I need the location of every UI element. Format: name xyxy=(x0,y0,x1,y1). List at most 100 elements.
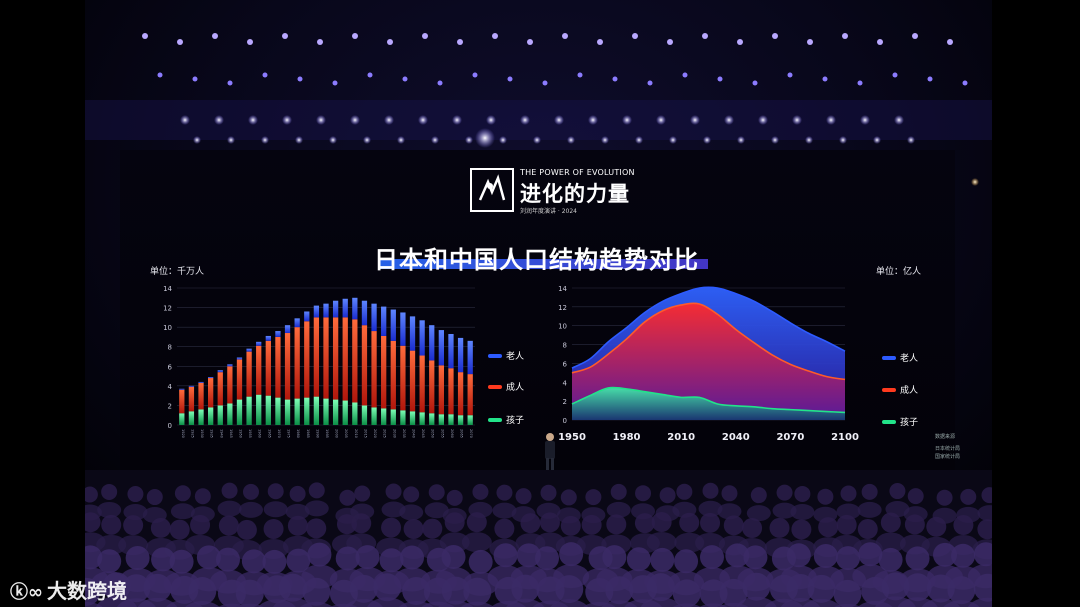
y-tick-label: 8 xyxy=(563,342,567,350)
x-tick-label: 2070 xyxy=(776,432,804,443)
bar-segment xyxy=(361,405,368,425)
bar-segment xyxy=(198,382,204,410)
series-line xyxy=(571,386,846,414)
bar-segment xyxy=(323,303,329,318)
bar-segment xyxy=(342,400,348,425)
bar-segment xyxy=(457,337,464,373)
y-tick-label: 2 xyxy=(168,402,172,410)
bar-segment xyxy=(275,397,281,425)
bar-segment xyxy=(294,398,300,425)
bar-segment xyxy=(352,402,358,425)
bar-segment xyxy=(188,411,195,425)
x-tick-label: 1945 xyxy=(229,429,233,438)
bar-segment xyxy=(448,414,454,425)
bar-segment xyxy=(400,345,406,411)
y-tick-label: 12 xyxy=(163,305,172,313)
bar-segment xyxy=(304,321,310,398)
x-tick-label: 2035 xyxy=(402,429,406,438)
x-tick-label: 2015 xyxy=(363,429,367,438)
bar-segment xyxy=(179,389,185,414)
bar-segment xyxy=(467,415,473,425)
y-tick-label: 2 xyxy=(563,398,567,406)
x-tick-label: 1995 xyxy=(325,429,329,438)
bar-segment xyxy=(246,348,252,352)
bar-segment xyxy=(448,368,454,415)
y-tick-label: 14 xyxy=(558,285,567,293)
x-tick-label: 1960 xyxy=(258,429,262,438)
bar-segment xyxy=(284,399,291,425)
x-tick-label: 2065 xyxy=(460,429,464,438)
bar-segment xyxy=(457,372,464,416)
bar-segment xyxy=(227,364,233,367)
x-tick-label: 1920 xyxy=(181,429,185,438)
bar-segment xyxy=(342,317,348,401)
bar-segment xyxy=(381,306,387,336)
bar-segment xyxy=(352,297,358,320)
bar-segment xyxy=(438,330,444,366)
bar-segment xyxy=(208,378,214,408)
audience-silhouettes xyxy=(85,470,992,607)
y-tick-label: 10 xyxy=(163,324,172,332)
bar-segment xyxy=(361,325,368,406)
bar-segment xyxy=(361,300,368,326)
bar-segment xyxy=(323,398,329,425)
y-tick-label: 12 xyxy=(558,304,567,312)
legend-label-adult-right: 成人 xyxy=(900,386,919,396)
x-tick-label: 2070 xyxy=(469,429,473,438)
bar-segment xyxy=(342,298,348,318)
bar-segment xyxy=(294,318,300,328)
bar-segment xyxy=(208,377,214,379)
series-line xyxy=(571,302,846,381)
x-tick-label: 1970 xyxy=(277,429,281,438)
y-tick-label: 10 xyxy=(558,323,567,331)
bar-segment xyxy=(448,333,454,369)
japan-population-chart: 0 2 4 6 8 10 12 14 1920 1925 1930 1935 1940 1945 1950 1… xyxy=(163,285,475,438)
legend-label-adult-left: 成人 xyxy=(506,383,525,393)
bar-segment xyxy=(275,331,281,337)
x-tick-label: 1930 xyxy=(200,429,204,438)
y-tick-label: 6 xyxy=(563,360,568,368)
bar-segment xyxy=(371,331,377,408)
bar-segment xyxy=(179,388,185,390)
logo-subtitle: 刘润年度演讲 · 2024 xyxy=(520,208,577,215)
x-tick-label: 2060 xyxy=(450,429,454,438)
bar-segment xyxy=(275,336,281,398)
bar-segment xyxy=(227,366,233,404)
bar-segment xyxy=(429,360,435,414)
source-item-china: 国家统计局 xyxy=(935,454,961,460)
bar-segment xyxy=(313,396,320,425)
area-fill xyxy=(572,387,845,420)
bar-segment xyxy=(179,413,185,425)
bar-segment xyxy=(429,413,435,425)
bar-segment xyxy=(227,403,233,425)
bar-segment xyxy=(467,340,473,375)
speaker-figure xyxy=(545,433,555,475)
legend-swatch-elderly-left xyxy=(488,354,502,358)
legend-label-elderly-right: 老人 xyxy=(900,354,919,364)
bar-segment xyxy=(217,405,223,425)
bar-segment xyxy=(198,409,204,425)
bar-segment xyxy=(390,340,396,410)
bar-segment xyxy=(265,395,271,425)
bar-segment xyxy=(236,399,243,425)
bar-segment xyxy=(198,381,204,383)
x-tick-label: 2010 xyxy=(354,429,358,438)
bar-segment xyxy=(371,303,377,332)
bar-segment xyxy=(284,333,291,400)
bar-segment xyxy=(188,386,195,412)
bar-segment xyxy=(409,316,416,351)
bar-segment xyxy=(381,335,387,409)
x-tick-label: 2055 xyxy=(440,429,444,438)
x-tick-label: 1955 xyxy=(248,429,252,438)
bar-segment xyxy=(371,407,377,425)
black-border-right xyxy=(992,0,1080,607)
x-tick-label: 2010 xyxy=(667,432,695,443)
legend-label-child-right: 孩子 xyxy=(900,418,919,428)
bar-segment xyxy=(256,341,262,346)
logo-emblem xyxy=(470,168,514,212)
slide-title: 日本和中国人口结构趋势对比 xyxy=(374,246,699,274)
title-highlight-bar xyxy=(378,259,708,269)
logo-chinese-text: 进化的力量 xyxy=(520,182,630,206)
black-border-left xyxy=(0,0,85,607)
